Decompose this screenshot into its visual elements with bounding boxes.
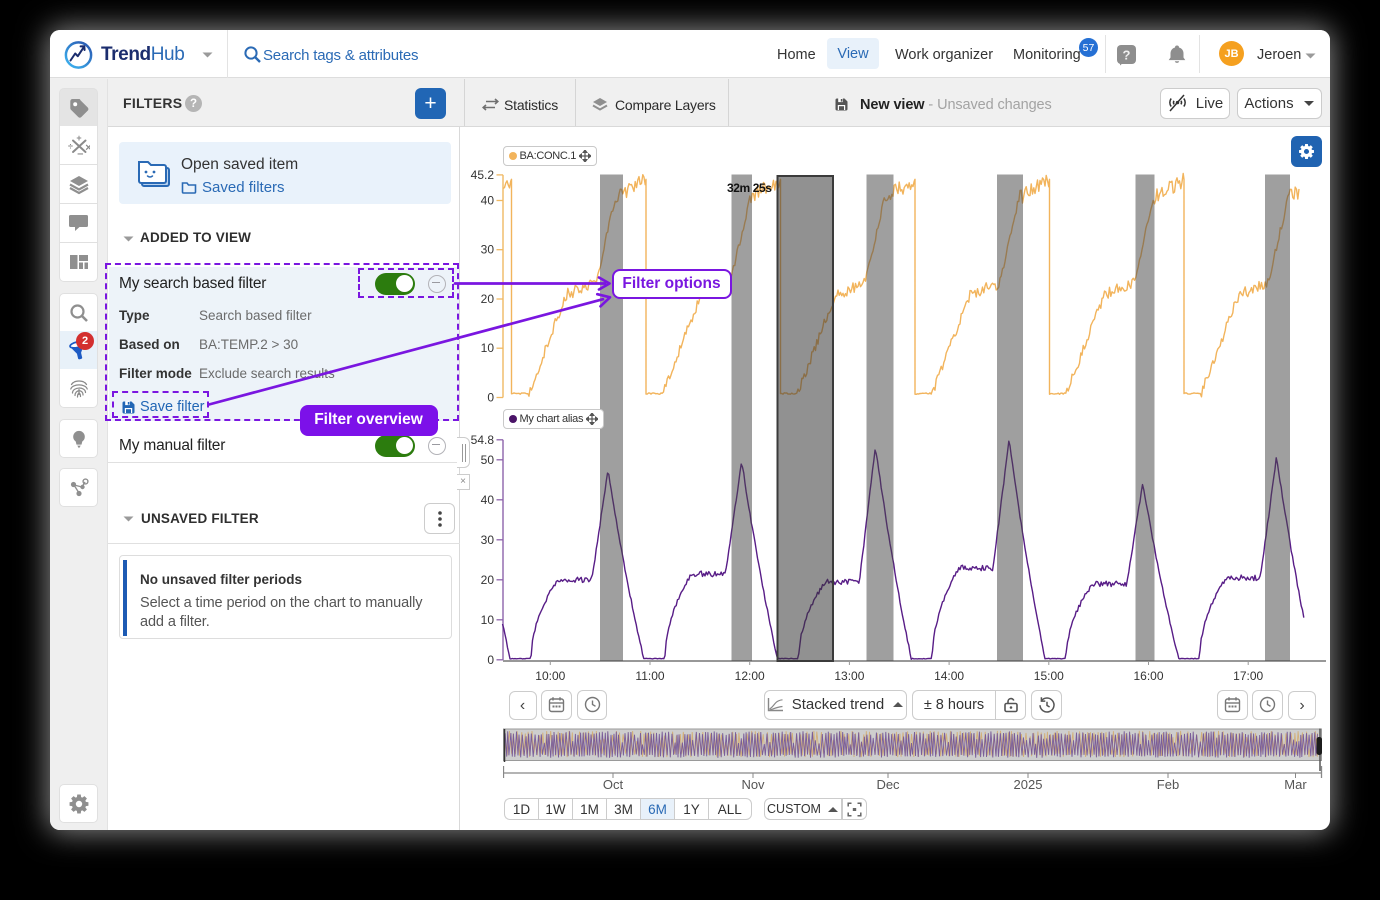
- svg-text:Oct: Oct: [603, 777, 624, 789]
- svg-text:÷: ÷: [68, 142, 73, 152]
- svg-text:17:00: 17:00: [1233, 669, 1263, 683]
- svg-text:+: +: [76, 134, 81, 143]
- svg-text:11:00: 11:00: [635, 669, 664, 683]
- svg-text:40: 40: [481, 194, 495, 208]
- svg-text:?: ?: [1123, 48, 1131, 63]
- svg-text:10:00: 10:00: [535, 669, 565, 683]
- svg-text:30: 30: [481, 243, 495, 257]
- svg-text:20: 20: [481, 292, 495, 306]
- svg-text:14:00: 14:00: [934, 669, 964, 683]
- svg-text:–: –: [77, 148, 83, 156]
- svg-text:15:00: 15:00: [1034, 669, 1064, 683]
- svg-text:0: 0: [487, 653, 494, 667]
- svg-text:Mar: Mar: [1284, 777, 1307, 789]
- svg-text:16:00: 16:00: [1133, 669, 1163, 683]
- svg-text:50: 50: [481, 453, 495, 467]
- svg-text:0: 0: [487, 391, 494, 405]
- svg-text:13:00: 13:00: [834, 669, 864, 683]
- svg-text:45.2: 45.2: [471, 168, 495, 182]
- svg-text:10: 10: [481, 341, 495, 355]
- svg-text:30: 30: [481, 533, 495, 547]
- svg-text:2025: 2025: [1014, 777, 1043, 789]
- svg-text:12:00: 12:00: [735, 669, 765, 683]
- svg-text:×: ×: [85, 142, 90, 154]
- svg-text:Nov: Nov: [741, 777, 765, 789]
- svg-text:32m 25s: 32m 25s: [727, 181, 772, 195]
- svg-text:Dec: Dec: [876, 777, 900, 789]
- svg-text:40: 40: [481, 493, 495, 507]
- svg-text:Feb: Feb: [1157, 777, 1179, 789]
- svg-text:54.8: 54.8: [471, 433, 495, 447]
- svg-text:10: 10: [481, 613, 495, 627]
- svg-text:20: 20: [481, 573, 495, 587]
